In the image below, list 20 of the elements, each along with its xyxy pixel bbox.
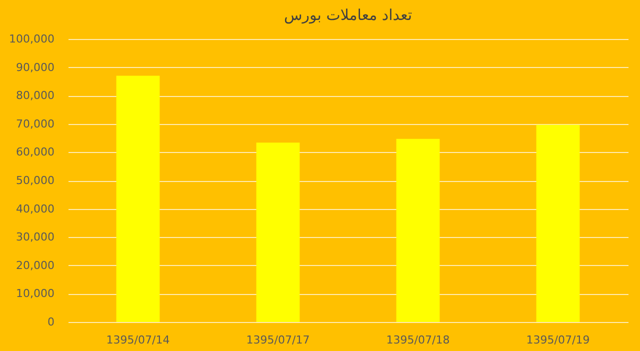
y-tick-label: 10,000 [16,287,54,300]
bar [116,76,160,322]
x-tick-label: 1395/07/14 [106,334,170,346]
y-tick-label: 70,000 [16,117,54,130]
y-tick-label: 40,000 [16,202,54,216]
y-tick-label: 20,000 [16,258,54,272]
bar [256,142,300,322]
x-tick-label: 1395/07/19 [526,334,590,346]
y-tick-label: 90,000 [16,60,54,74]
bar [536,124,580,322]
y-tick-label: 50,000 [16,174,54,187]
y-tick-label: 80,000 [16,89,54,102]
y-tick-label: 0 [48,316,54,328]
y-tick-label: 60,000 [16,146,54,159]
x-tick-label: 1395/07/17 [246,334,310,346]
y-tick-label: 100,000 [9,32,54,46]
y-tick-label: 30,000 [16,230,54,244]
chart-title: تعداد معاملات بورس [284,6,412,24]
bar [396,138,440,322]
x-tick-label: 1395/07/18 [386,334,450,346]
